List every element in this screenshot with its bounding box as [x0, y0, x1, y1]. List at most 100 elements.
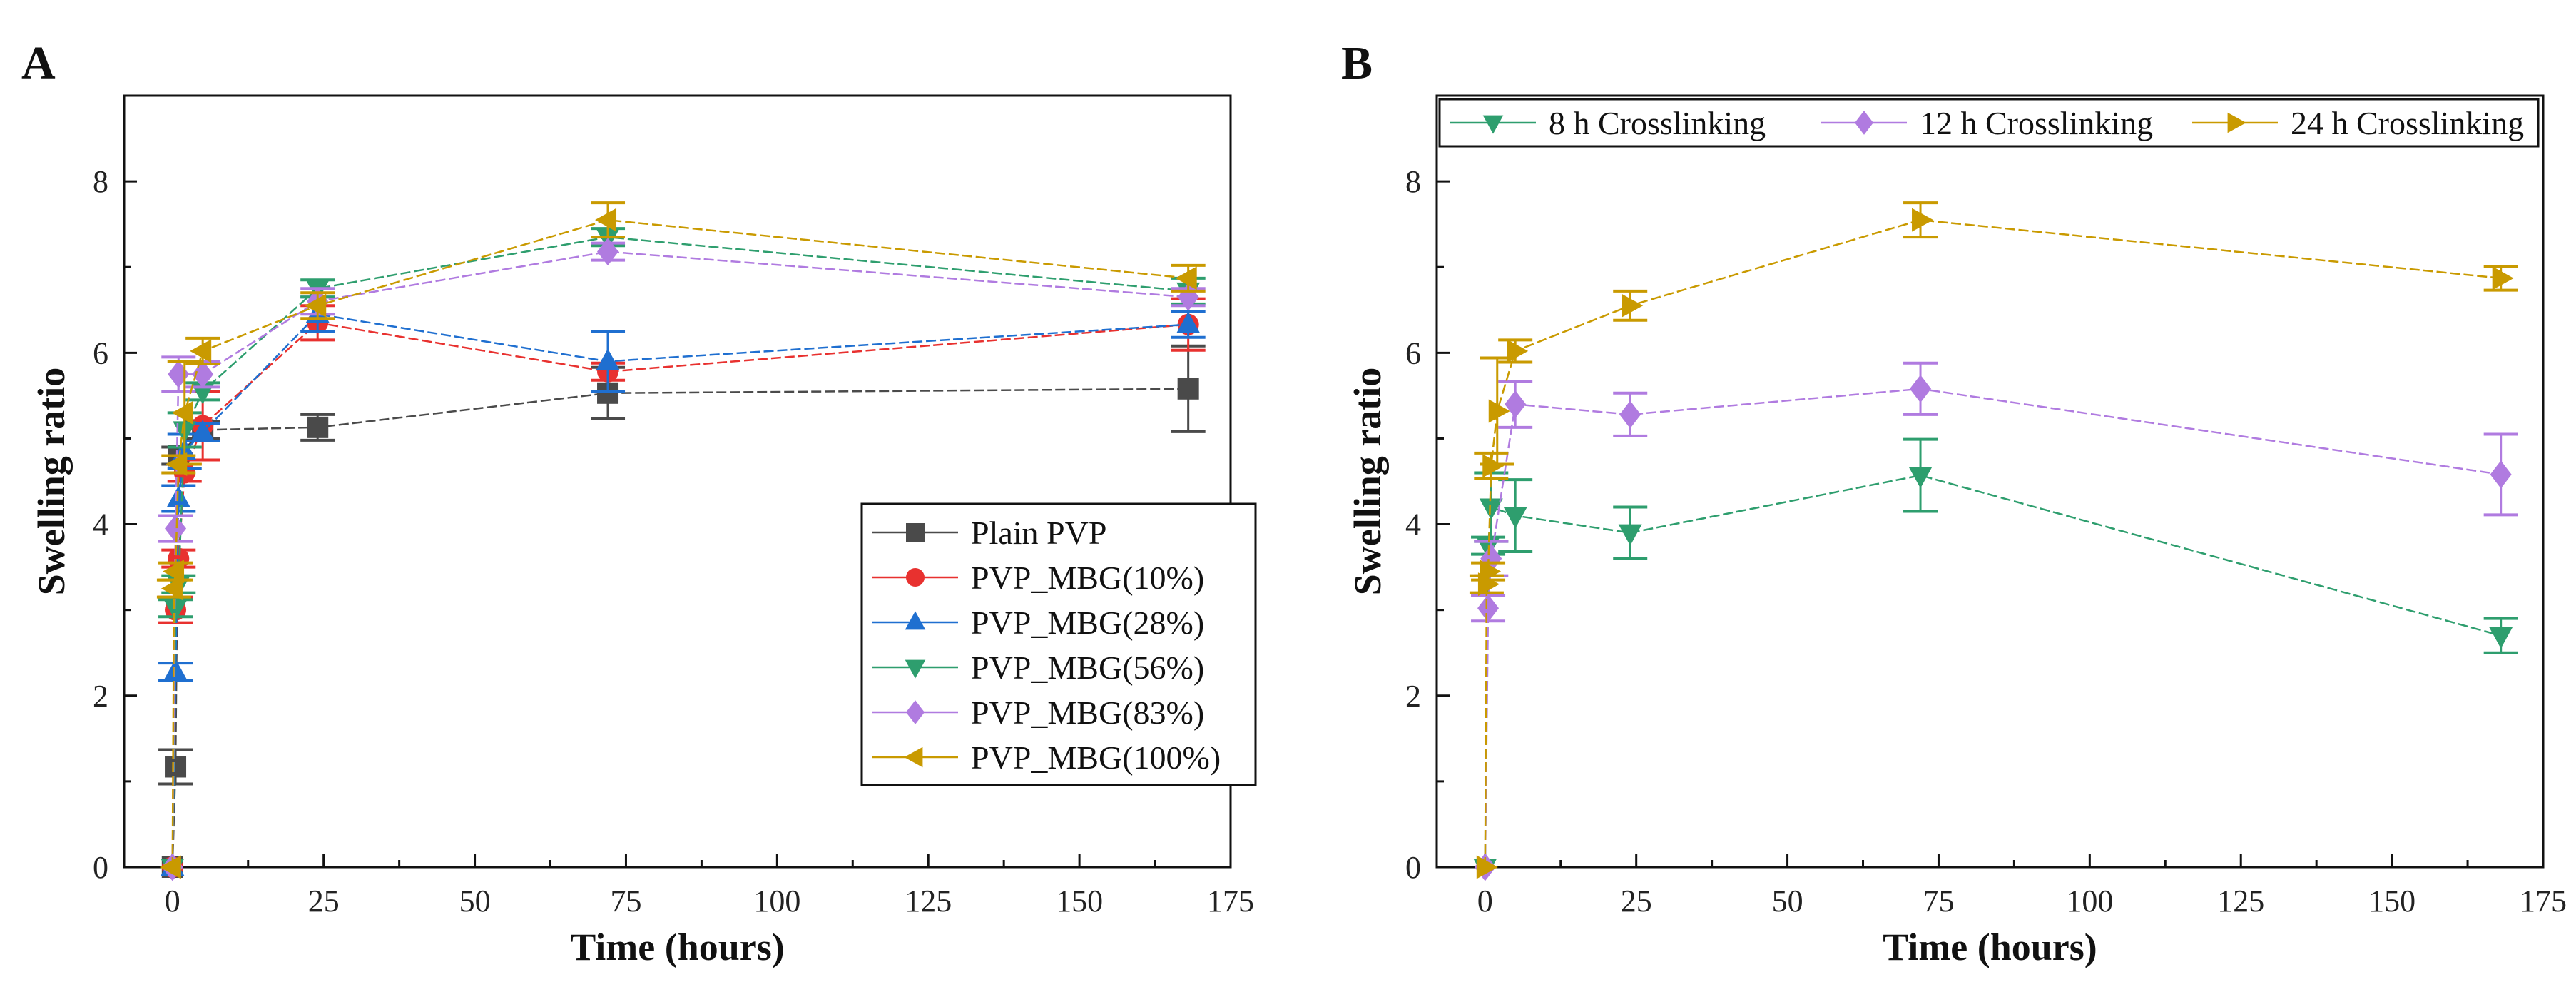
data-point: [1503, 507, 1527, 529]
series-24-h-crosslinking: [1469, 201, 2518, 879]
data-point: [305, 293, 327, 318]
data-point: [1912, 208, 1934, 232]
panel-label: B: [1341, 37, 1373, 89]
data-point: [159, 855, 181, 879]
data-point: [163, 560, 185, 584]
legend-label: 24 h Crosslinking: [2291, 105, 2524, 141]
x-tick-label: 0: [165, 884, 180, 918]
legend-marker: [1855, 111, 1873, 135]
series-line: [1484, 218, 2501, 868]
series-8-h-crosslinking: [1471, 437, 2518, 880]
x-tick-label: 75: [1923, 884, 1954, 918]
legend: Plain PVP PVP_MBG(10%) PVP_MBG(28%) PVP_MBG…: [860, 502, 1257, 786]
data-point: [190, 420, 215, 442]
legend-marker: [905, 659, 926, 679]
legend-entry: Plain PVP: [872, 515, 1106, 551]
data-point: [1619, 400, 1641, 429]
y-tick-label: 6: [93, 335, 108, 370]
legend-marker: [906, 523, 925, 542]
y-tick-label: 4: [93, 507, 108, 542]
legend-label: PVP_MBG(56%): [971, 649, 1204, 686]
data-point: [596, 348, 620, 370]
legend-box: [860, 502, 1257, 786]
legend-label: PVP_MBG(100%): [971, 739, 1221, 776]
data-point: [1480, 560, 1502, 584]
data-point: [307, 416, 329, 438]
data-point: [597, 238, 619, 266]
x-axis-title: Time (hours): [570, 926, 785, 968]
x-tick-label: 150: [2368, 884, 2415, 918]
data-point: [1479, 498, 1503, 520]
data-point: [165, 515, 187, 543]
legend-label: PVP_MBG(28%): [971, 604, 1204, 641]
legend-entry: PVP_MBG(56%): [872, 649, 1204, 686]
x-tick-label: 175: [2520, 884, 2567, 918]
data-point: [1507, 339, 1529, 363]
data-point: [1476, 855, 1498, 879]
data-point: [165, 756, 187, 778]
y-tick-label: 0: [1405, 850, 1421, 885]
data-point: [1177, 378, 1199, 400]
data-point: [1488, 399, 1510, 423]
data-point: [1482, 454, 1505, 478]
legend-entry: PVP_MBG(83%): [872, 694, 1204, 731]
legend-marker: [1482, 115, 1504, 134]
x-tick-label: 175: [1207, 884, 1254, 918]
data-point: [192, 360, 214, 388]
legend-entry: 24 h Crosslinking: [2192, 105, 2524, 141]
legend-marker: [906, 700, 925, 724]
legend: 8 h Crosslinking 12 h Crosslinking 24 h Cr…: [1438, 98, 2540, 148]
series-line: [1484, 388, 2501, 868]
data-point: [2490, 460, 2512, 489]
y-tick-label: 2: [1405, 679, 1421, 714]
legend-label: PVP_MBG(83%): [971, 694, 1204, 731]
plot-frame: [123, 94, 1232, 869]
data-point: [1175, 266, 1197, 290]
x-tick-label: 50: [459, 884, 491, 918]
series-pvp-mbg-100-: [156, 201, 1206, 879]
series-line: [1484, 474, 2502, 868]
data-point: [190, 339, 212, 363]
x-tick-label: 100: [2066, 884, 2113, 918]
data-point: [166, 485, 190, 507]
data-point: [1618, 524, 1642, 546]
y-tick-label: 6: [1405, 335, 1421, 370]
x-tick-label: 100: [753, 884, 800, 918]
data-point: [1477, 594, 1500, 622]
panel-b: B 0 25 50 75 100 125 150 175 0 2 4 6 8 Time (hours) Swe…: [1341, 37, 2567, 968]
series-12-h-crosslinking: [1471, 361, 2518, 881]
y-axis-title: Swelling ratio: [30, 368, 73, 596]
x-tick-label: 75: [610, 884, 641, 918]
y-tick-label: 8: [93, 164, 108, 199]
data-point: [2492, 266, 2514, 290]
legend-entry: 12 h Crosslinking: [1821, 105, 2153, 141]
legend-label: PVP_MBG(10%): [971, 560, 1204, 596]
data-point: [2489, 627, 2513, 649]
y-tick-label: 4: [1405, 507, 1421, 542]
legend-label: Plain PVP: [971, 515, 1106, 551]
data-point: [163, 599, 188, 622]
legend-entry: PVP_MBG(10%): [872, 560, 1204, 596]
plot-frame: [1435, 94, 2545, 869]
legend-box: [1438, 98, 2540, 148]
legend-label: 8 h Crosslinking: [1549, 105, 1766, 141]
y-tick-label: 0: [93, 850, 108, 885]
x-tick-label: 25: [308, 884, 340, 918]
panel-a: A 0 25 50 75 100 125 150 175 0 2 4 6 8 Time (hours) Swe…: [21, 37, 1257, 968]
legend-label: 12 h Crosslinking: [1920, 105, 2153, 141]
data-point: [1908, 467, 1933, 489]
data-point: [161, 577, 183, 601]
y-tick-label: 8: [1405, 164, 1421, 199]
x-tick-label: 25: [1621, 884, 1652, 918]
x-axis-title: Time (hours): [1883, 926, 2097, 968]
x-tick-label: 50: [1772, 884, 1803, 918]
y-tick-label: 2: [93, 679, 108, 714]
data-point: [171, 400, 193, 425]
legend-entry: 8 h Crosslinking: [1450, 105, 1766, 141]
x-tick-label: 125: [2217, 884, 2264, 918]
legend-entry: PVP_MBG(100%): [872, 739, 1221, 776]
x-tick-label: 150: [1056, 884, 1103, 918]
data-point: [1910, 375, 1932, 403]
legend-marker: [2227, 112, 2246, 133]
